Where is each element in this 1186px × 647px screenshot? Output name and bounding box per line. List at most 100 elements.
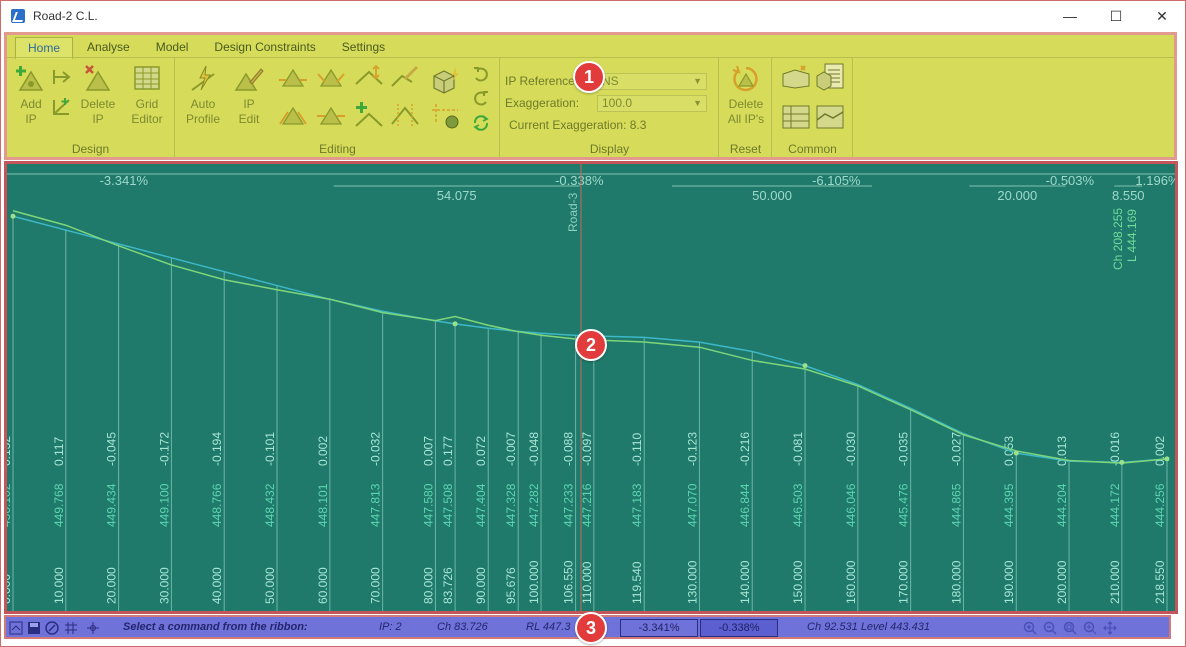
- level-difference-label: 0.117: [52, 437, 66, 466]
- grid-editor-label: Grid Editor: [131, 97, 163, 126]
- chainage-label: 60.000: [316, 567, 330, 604]
- grade-out-field[interactable]: -0.338%: [700, 619, 778, 637]
- design-level-label: 450.102: [7, 483, 13, 527]
- ip-reference-select[interactable]: NS ▼: [597, 73, 707, 90]
- profile-view[interactable]: -3.341% -0.338% -6.105% -0.503% 1.196% 54.075…: [4, 161, 1178, 614]
- delete-ip-label: Delete IP: [80, 97, 116, 126]
- level-difference-label: -0.097: [580, 432, 594, 466]
- chainage-label: 80.000: [421, 567, 435, 604]
- chainage-label: 20.000: [105, 567, 119, 604]
- delete-ip-button[interactable]: Delete IP: [77, 64, 119, 127]
- snap-icon[interactable]: [86, 621, 100, 635]
- chainage-label: 50.000: [263, 567, 277, 604]
- long-section-icon[interactable]: [815, 102, 845, 130]
- tab-settings[interactable]: Settings: [341, 40, 386, 54]
- insert-ip-icon[interactable]: [51, 66, 73, 88]
- window-title: Road-2 C.L.: [33, 9, 98, 23]
- delete-all-ips-button[interactable]: Delete All IP's: [724, 64, 768, 127]
- design-level-label: 444.204: [1055, 483, 1069, 527]
- delete-all-ips-label: Delete All IP's: [727, 97, 765, 126]
- refresh-icon[interactable]: [472, 114, 490, 132]
- shift-ip-icon[interactable]: [316, 104, 346, 128]
- grid-editor-icon: [134, 66, 160, 90]
- road-crossing-label: Road-3: [566, 192, 580, 232]
- level-difference-label: -0.045: [105, 432, 119, 466]
- level-difference-label: -0.123: [685, 432, 699, 466]
- delete-all-ips-icon: [732, 65, 758, 92]
- chainage-label: 130.000: [685, 560, 699, 604]
- tab-home[interactable]: Home: [15, 37, 74, 59]
- grade-label: -3.341%: [100, 173, 149, 188]
- maximize-button[interactable]: ☐: [1109, 7, 1123, 24]
- align-ips-icon[interactable]: [390, 102, 420, 128]
- tab-design-constraints[interactable]: Design Constraints: [214, 40, 316, 54]
- zoom-extents-icon[interactable]: [1083, 621, 1097, 635]
- group-design-label: Design: [71, 142, 110, 156]
- delete-ip-icon: [85, 65, 111, 91]
- tab-model[interactable]: Model: [155, 40, 189, 54]
- chevron-down-icon: ▼: [693, 98, 702, 108]
- undo-icon[interactable]: [472, 66, 490, 84]
- ip-marker: [1013, 450, 1019, 456]
- ip-edit-button[interactable]: IP Edit: [232, 64, 266, 127]
- design-level-label: 449.100: [157, 483, 171, 527]
- adjust-grade-icon[interactable]: [354, 64, 384, 90]
- save-icon[interactable]: [27, 621, 41, 635]
- level-difference-label: -0.088: [562, 432, 576, 466]
- design-level-label: 446.503: [791, 483, 805, 527]
- zoom-window-icon[interactable]: [1063, 621, 1077, 635]
- exaggeration-value: 100.0: [602, 96, 633, 110]
- chainage-label: 30.000: [157, 567, 171, 604]
- auto-profile-button[interactable]: Auto Profile: [182, 64, 224, 127]
- snap-settings-icon[interactable]: [430, 102, 462, 130]
- add-ip-button[interactable]: Add IP: [13, 64, 49, 127]
- zoom-out-icon[interactable]: [1043, 621, 1057, 635]
- pan-icon[interactable]: [1103, 621, 1117, 635]
- profile-canvas[interactable]: -3.341% -0.338% -6.105% -0.503% 1.196% 54.075…: [7, 164, 1175, 611]
- ribbon-tabs: Home Analyse Model Design Constraints Se…: [15, 37, 399, 59]
- chainage-label: 200.000: [1055, 560, 1069, 604]
- move-ip-vertical-icon[interactable]: [316, 66, 346, 90]
- report-icon[interactable]: [815, 62, 845, 92]
- append-ip-icon[interactable]: [51, 96, 73, 118]
- raise-ip-icon[interactable]: [278, 104, 308, 128]
- chainage-label: 190.000: [1002, 560, 1016, 604]
- move-ip-icon[interactable]: [278, 66, 308, 90]
- zoom-in-icon[interactable]: [1023, 621, 1037, 635]
- minimize-button[interactable]: —: [1063, 8, 1077, 24]
- collapse-icon[interactable]: [9, 621, 23, 635]
- design-level-label: 448.101: [316, 483, 330, 527]
- tab-analyse[interactable]: Analyse: [87, 40, 130, 54]
- design-level-label: 447.813: [369, 483, 383, 527]
- section-view-icon[interactable]: [781, 64, 811, 90]
- curve-length-label: 50.000: [752, 188, 792, 203]
- insert-curve-icon[interactable]: [354, 100, 384, 128]
- ip-reference-value: NS: [602, 74, 619, 88]
- level-difference-label: 0.072: [474, 436, 488, 466]
- grade-in-field[interactable]: -3.341%: [620, 619, 698, 637]
- existing-ground-line: [12, 210, 1168, 464]
- chainage-label: 170.000: [897, 560, 911, 604]
- ip-edit-label: IP Edit: [238, 97, 260, 126]
- group-display-label: Display: [589, 142, 630, 156]
- edit-curve-icon[interactable]: [390, 64, 420, 90]
- close-button[interactable]: ✕: [1156, 7, 1168, 24]
- exaggeration-select[interactable]: 100.0 ▼: [597, 95, 707, 112]
- design-level-label: 444.256: [1153, 483, 1167, 527]
- level-difference-label: -0.101: [263, 432, 277, 466]
- model-3d-icon[interactable]: [430, 66, 462, 94]
- grid-icon[interactable]: [64, 621, 78, 635]
- chainage-label: 180.000: [949, 560, 963, 604]
- design-level-label: 447.282: [527, 483, 541, 527]
- design-level-label: 449.768: [52, 483, 66, 527]
- chainage-label: 10.000: [52, 567, 66, 604]
- group-reset-label: Reset: [729, 142, 762, 156]
- level-difference-label: -0.081: [791, 432, 805, 466]
- level-difference-label: -0.030: [844, 432, 858, 466]
- compass-icon[interactable]: [45, 621, 59, 635]
- grid-editor-button[interactable]: Grid Editor: [125, 64, 169, 127]
- cross-sections-icon[interactable]: [781, 102, 811, 130]
- redo-icon[interactable]: [472, 90, 490, 108]
- design-level-label: 446.046: [844, 483, 858, 527]
- add-ip-label: Add IP: [20, 97, 42, 126]
